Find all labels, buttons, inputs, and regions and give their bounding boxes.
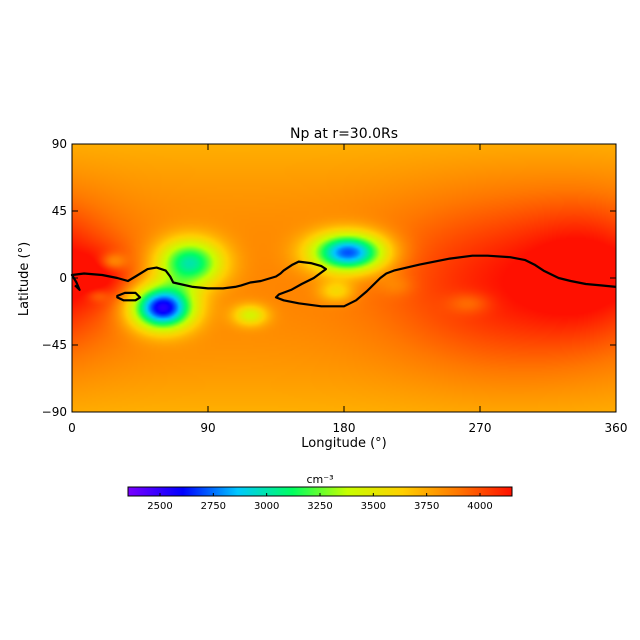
y-tick-label: −90 xyxy=(42,405,67,419)
x-axis-ticks: 0 90 180 270 360 xyxy=(68,144,627,435)
density-heatmap xyxy=(72,144,616,412)
chart-title: Np at r=30.0Rs xyxy=(290,126,398,142)
x-tick-label: 270 xyxy=(469,421,492,435)
x-tick-label: 360 xyxy=(605,421,628,435)
colorbar-tick-label: 3250 xyxy=(307,501,332,512)
y-tick-label: −45 xyxy=(42,338,67,352)
x-tick-label: 90 xyxy=(200,421,215,435)
colorbar: cm⁻³ 2500 2750 3000 3250 3500 3750 4000 xyxy=(127,473,513,512)
plot-area xyxy=(70,143,617,413)
colorbar-tick-label: 3750 xyxy=(414,501,439,512)
colorbar-tick-label: 4000 xyxy=(467,501,492,512)
y-tick-label: 45 xyxy=(52,204,67,218)
x-tick-label: 180 xyxy=(333,421,356,435)
neutral-line-loop xyxy=(116,291,142,302)
y-axis-ticks: 90 45 0 −45 −90 xyxy=(42,137,616,419)
y-tick-label: 90 xyxy=(52,137,67,151)
neutral-line-curve xyxy=(70,254,617,308)
x-axis-label: Longitude (°) xyxy=(301,436,386,451)
colorbar-tick-label: 3500 xyxy=(361,501,386,512)
colorbar-tick-label: 2750 xyxy=(201,501,226,512)
colorbar-ticks: 2500 2750 3000 3250 3500 3750 4000 xyxy=(147,493,493,512)
colorbar-unit: cm⁻³ xyxy=(307,473,334,486)
colorbar-tick-label: 3000 xyxy=(254,501,279,512)
y-tick-label: 0 xyxy=(59,271,67,285)
y-axis-label: Latitude (°) xyxy=(17,242,32,316)
colorbar-tick-label: 2500 xyxy=(147,501,172,512)
x-tick-label: 0 xyxy=(68,421,76,435)
